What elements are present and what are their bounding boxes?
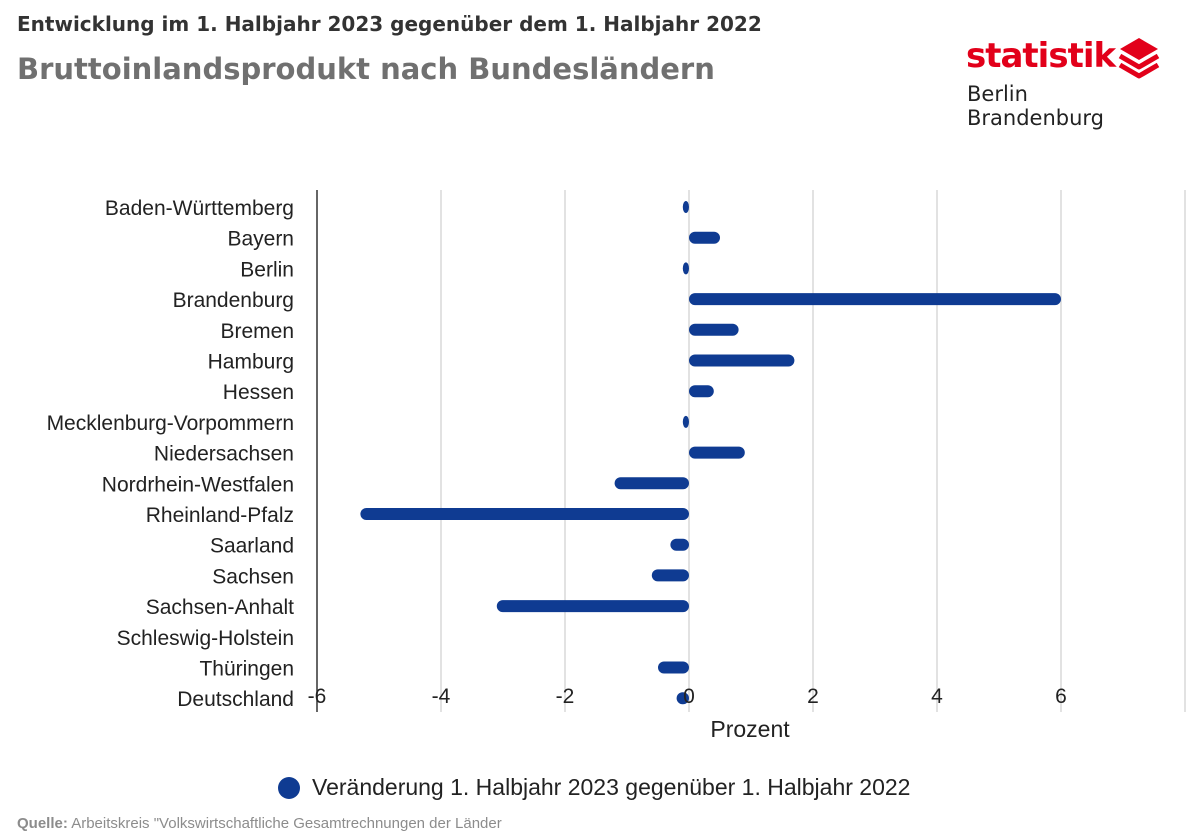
category-label: Hamburg <box>208 351 294 374</box>
x-tick-label: 6 <box>1055 685 1067 708</box>
bar <box>682 415 689 428</box>
bar <box>689 323 739 336</box>
chart-subtitle: Entwicklung im 1. Halbjahr 2023 gegenübe… <box>17 12 762 36</box>
category-label: Hessen <box>223 381 294 404</box>
bar <box>670 538 689 551</box>
source-note: Quelle: Arbeitskreis "Volkswirtschaftlic… <box>17 815 502 832</box>
x-tick-label: 0 <box>683 685 695 708</box>
category-label: Sachsen-Anhalt <box>146 596 294 619</box>
x-tick-label: -2 <box>556 685 575 708</box>
category-label: Thüringen <box>199 658 294 681</box>
bar <box>689 231 720 244</box>
legend: Veränderung 1. Halbjahr 2023 gegenüber 1… <box>278 774 910 801</box>
logo-subline: Berlin Brandenburg <box>967 82 1105 130</box>
bar <box>689 293 1061 306</box>
bar-layer <box>360 201 1061 705</box>
bar <box>651 569 689 582</box>
bar <box>496 600 689 613</box>
source-label: Quelle: <box>17 815 68 832</box>
category-label: Brandenburg <box>173 289 294 312</box>
grid-layer <box>316 190 1186 712</box>
bar <box>614 477 689 490</box>
bar <box>689 446 745 459</box>
x-tick-label: -4 <box>432 685 451 708</box>
x-axis-label: Prozent <box>710 716 790 742</box>
category-label: Sachsen <box>212 565 294 588</box>
bar <box>689 385 714 398</box>
bar <box>676 692 689 705</box>
category-label: Mecklenburg-Vorpommern <box>47 412 294 435</box>
legend-label: Veränderung 1. Halbjahr 2023 gegenüber 1… <box>312 774 911 800</box>
statistik-logo: statistik Berlin Brandenburg <box>966 36 1166 130</box>
category-label: Berlin <box>240 258 294 281</box>
x-tick-label: -6 <box>308 685 327 708</box>
legend-marker <box>278 776 300 799</box>
bar <box>360 508 689 520</box>
category-label: Saarland <box>210 535 294 558</box>
category-label: Schleswig-Holstein <box>117 627 294 650</box>
category-label: Nordrhein-Westfalen <box>102 473 294 496</box>
logo-stack-icon <box>1118 38 1160 79</box>
logo-wordmark: statistik <box>966 36 1116 76</box>
source-text: Arbeitskreis "Volkswirtschaftliche Gesam… <box>71 815 502 832</box>
bar <box>689 354 795 367</box>
category-label: Baden-Württemberg <box>105 197 294 220</box>
category-label: Niedersachsen <box>154 443 294 466</box>
category-label: Rheinland-Pfalz <box>146 504 294 527</box>
category-label: Bremen <box>220 320 294 343</box>
x-tick-label: 4 <box>931 685 943 708</box>
category-label-layer: Baden-Württemberg Bayern Berlin Brandenburg… <box>47 197 295 711</box>
category-label: Deutschland <box>177 688 294 711</box>
bar <box>682 262 689 275</box>
bar <box>658 661 689 674</box>
category-label: Bayern <box>227 228 294 251</box>
chart-title: Bruttoinlandsprodukt nach Bundesländern <box>17 52 715 86</box>
tick-label-layer: -6 -4 -2 0 2 4 6 <box>308 685 1067 708</box>
x-tick-label: 2 <box>807 685 819 708</box>
bar <box>682 201 689 213</box>
